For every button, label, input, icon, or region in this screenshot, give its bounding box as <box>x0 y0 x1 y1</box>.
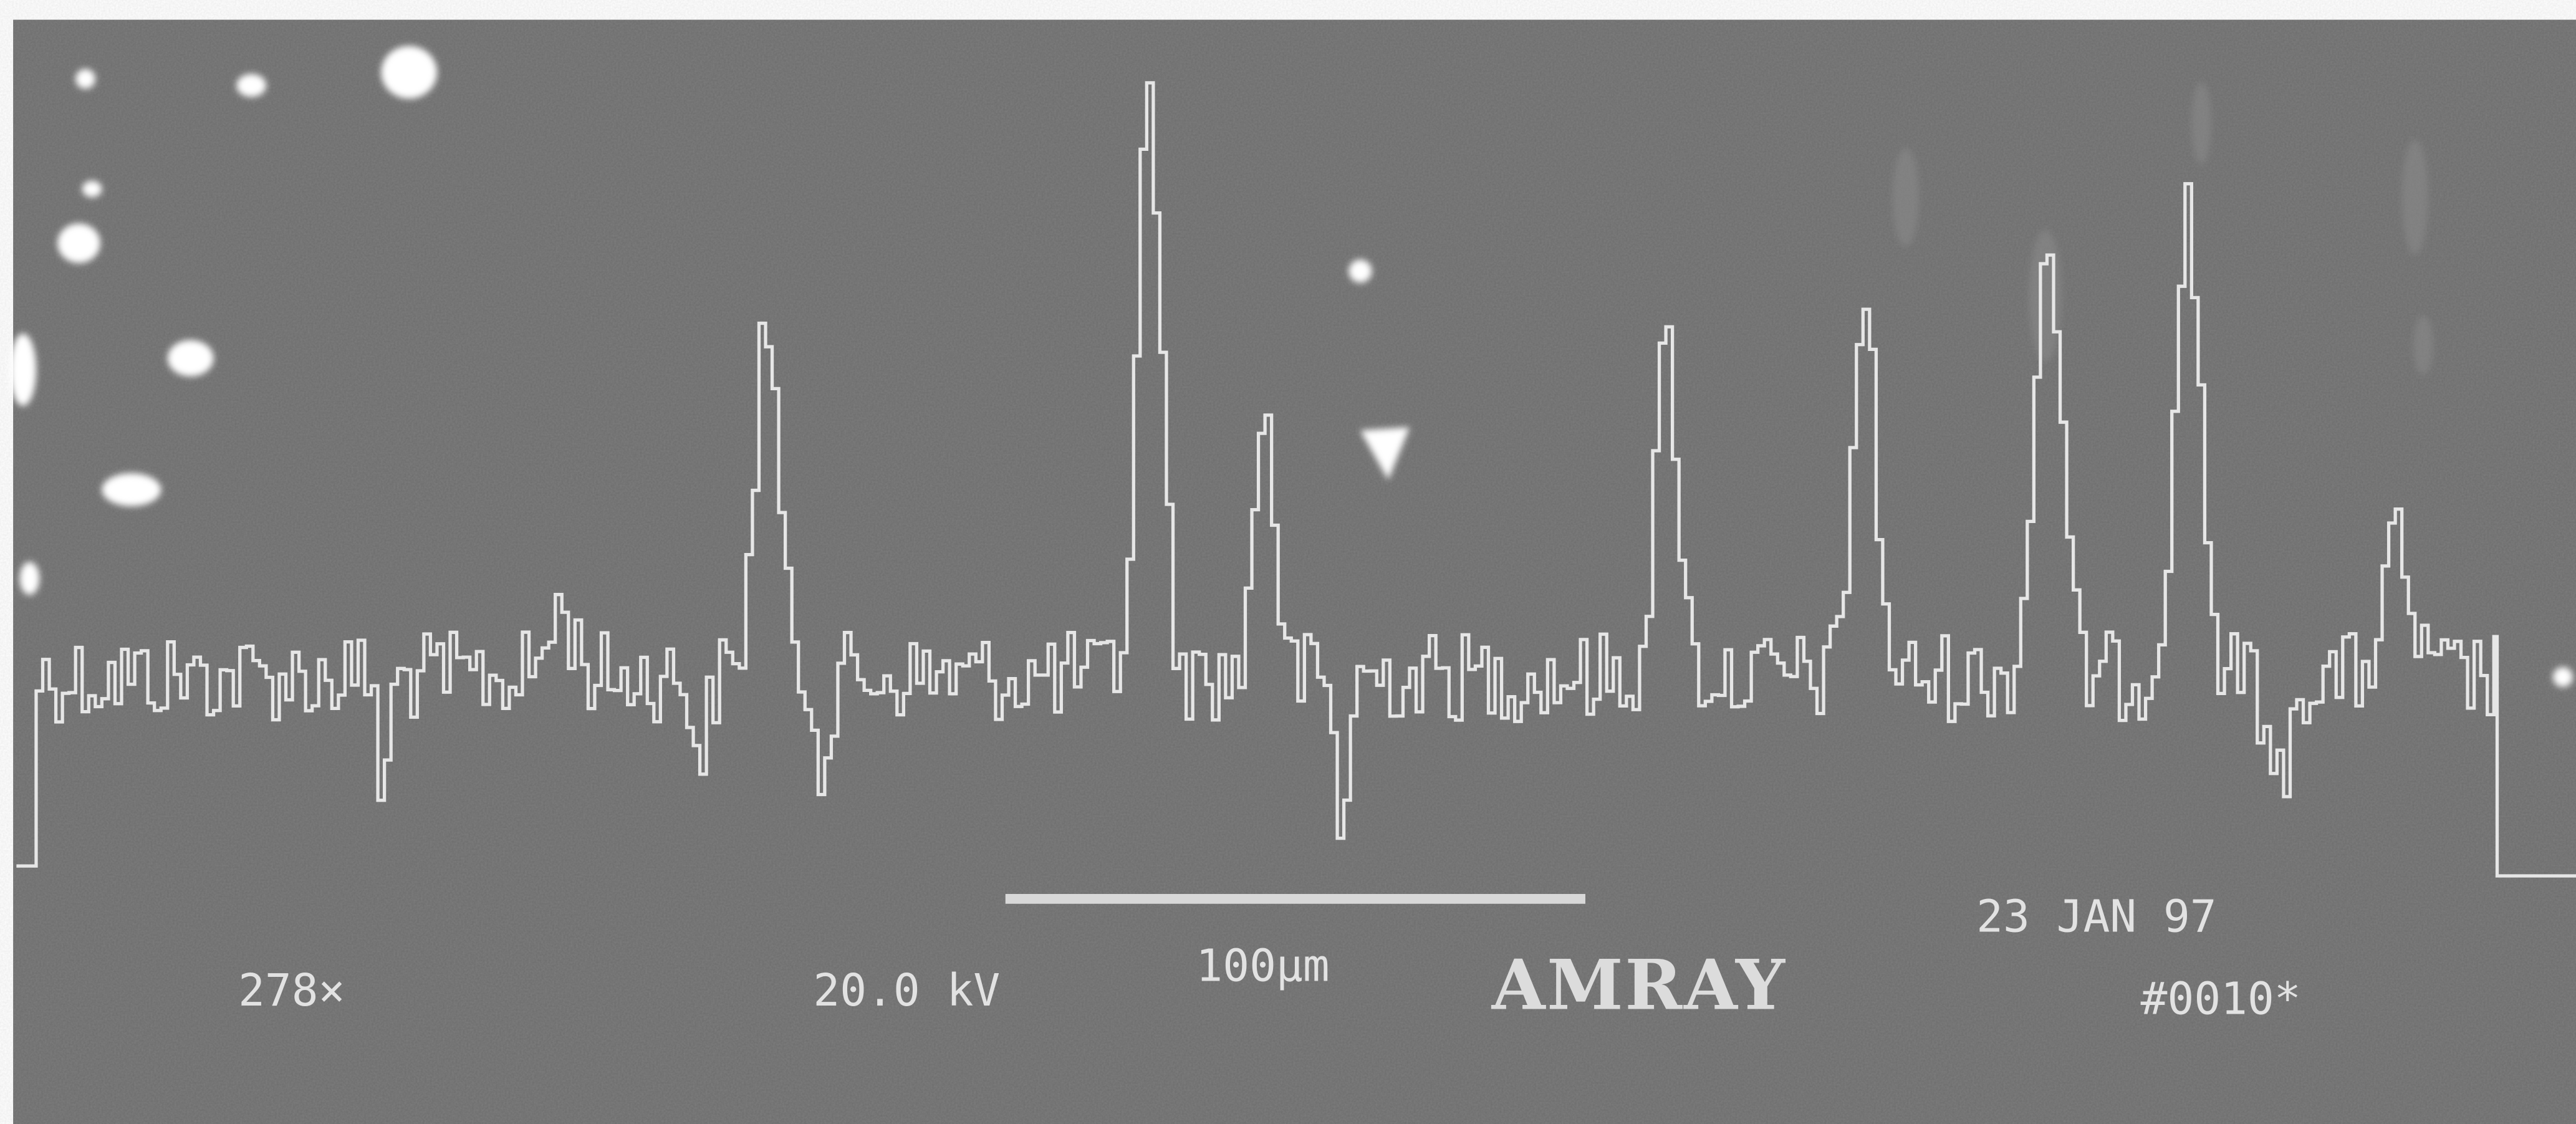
line-scan-trace <box>16 81 2576 878</box>
image-number: #0010* <box>2141 973 2301 1024</box>
date: 23 JAN 97 <box>1976 891 2217 943</box>
voltage: 20.0 kV <box>813 964 1000 1016</box>
magnification: 278× <box>238 964 345 1016</box>
particles <box>9 46 2573 687</box>
scale-bar-label: 100µm <box>1196 940 1329 992</box>
brand: AMRAY <box>1491 944 1787 1026</box>
image-grain <box>13 19 2576 1124</box>
